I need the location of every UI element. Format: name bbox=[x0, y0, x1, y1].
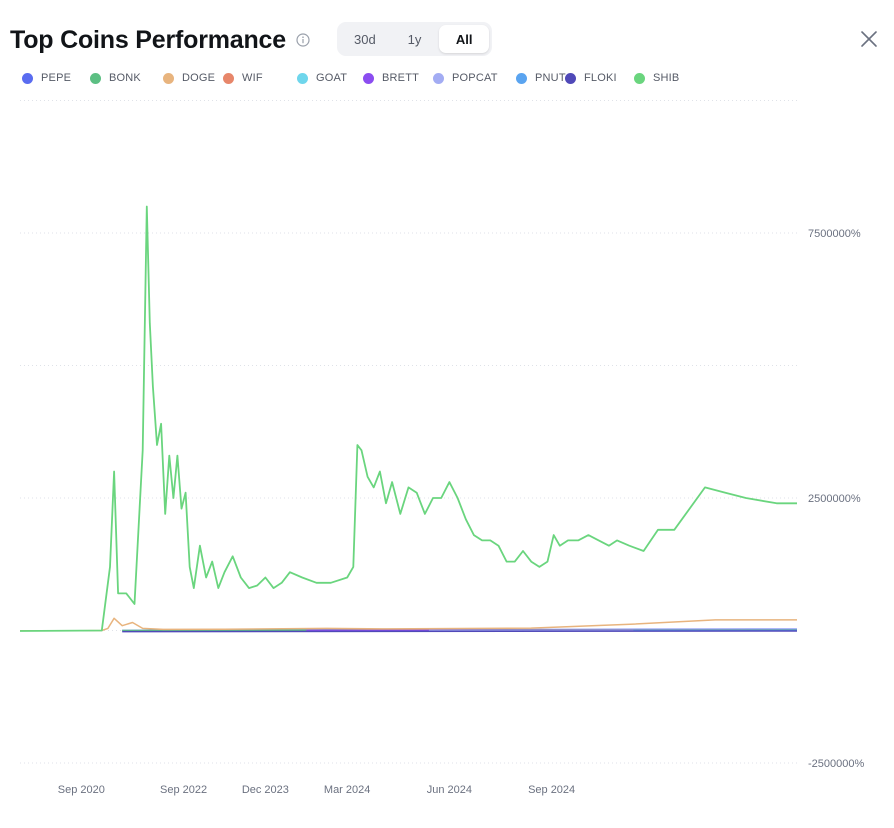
y-tick-label: 2500000% bbox=[808, 493, 861, 505]
legend-label: FLOKI bbox=[584, 72, 617, 84]
legend-swatch bbox=[22, 72, 33, 84]
legend-swatch bbox=[363, 72, 374, 84]
x-tick-label: Mar 2024 bbox=[324, 784, 370, 796]
y-tick-label: -2500000% bbox=[808, 758, 864, 770]
close-button[interactable] bbox=[858, 28, 880, 50]
chart-title: Top Coins Performance bbox=[10, 25, 286, 54]
legend-swatch bbox=[516, 72, 527, 84]
legend-item-popcat[interactable]: POPCAT bbox=[433, 70, 498, 86]
legend-label: SHIB bbox=[653, 72, 680, 84]
tab-30d[interactable]: 30d bbox=[340, 25, 390, 53]
legend-label: BRETT bbox=[382, 72, 420, 84]
legend-item-wif[interactable]: WIF bbox=[223, 70, 263, 86]
x-tick-label: Sep 2020 bbox=[58, 784, 105, 796]
legend-label: BONK bbox=[109, 72, 141, 84]
legend-swatch bbox=[433, 72, 444, 84]
y-tick-label: 7500000% bbox=[808, 228, 861, 240]
legend-item-floki[interactable]: FLOKI bbox=[565, 70, 617, 86]
tab-1y[interactable]: 1y bbox=[390, 25, 440, 53]
legend-label: POPCAT bbox=[452, 72, 498, 84]
x-tick-label: Sep 2022 bbox=[160, 784, 207, 796]
series-line-shib bbox=[19, 205, 797, 632]
legend-swatch bbox=[223, 72, 234, 84]
legend-item-bonk[interactable]: BONK bbox=[90, 70, 141, 86]
legend-label: PEPE bbox=[41, 72, 72, 84]
legend-label: PNUT bbox=[535, 72, 566, 84]
legend-item-pnut[interactable]: PNUT bbox=[516, 70, 566, 86]
legend-item-shib[interactable]: SHIB bbox=[634, 70, 679, 86]
x-tick-label: Dec 2023 bbox=[242, 784, 289, 796]
series-line-doge bbox=[19, 617, 797, 632]
legend-swatch bbox=[297, 72, 308, 84]
info-icon[interactable] bbox=[296, 33, 310, 47]
legend-item-pepe[interactable]: PEPE bbox=[22, 70, 71, 86]
legend-item-doge[interactable]: DOGE bbox=[163, 70, 215, 86]
legend-item-goat[interactable]: GOAT bbox=[297, 70, 347, 86]
close-icon bbox=[861, 31, 877, 47]
legend-swatch bbox=[634, 72, 645, 84]
time-range-selector: 30d 1y All bbox=[337, 22, 492, 56]
header: Top Coins Performance bbox=[10, 22, 310, 58]
series-line-floki bbox=[122, 630, 798, 633]
legend-label: GOAT bbox=[316, 72, 348, 84]
legend-label: DOGE bbox=[182, 72, 216, 84]
legend-swatch bbox=[565, 72, 576, 84]
tab-all[interactable]: All bbox=[439, 25, 490, 53]
x-tick-label: Sep 2024 bbox=[528, 784, 575, 796]
x-tick-label: Jun 2024 bbox=[427, 784, 472, 796]
legend-swatch bbox=[163, 72, 174, 84]
legend-item-brett[interactable]: BRETT bbox=[363, 70, 419, 86]
legend-swatch bbox=[90, 72, 101, 84]
legend-label: WIF bbox=[242, 72, 263, 84]
